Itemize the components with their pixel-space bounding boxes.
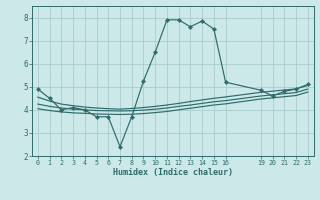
- X-axis label: Humidex (Indice chaleur): Humidex (Indice chaleur): [113, 168, 233, 177]
